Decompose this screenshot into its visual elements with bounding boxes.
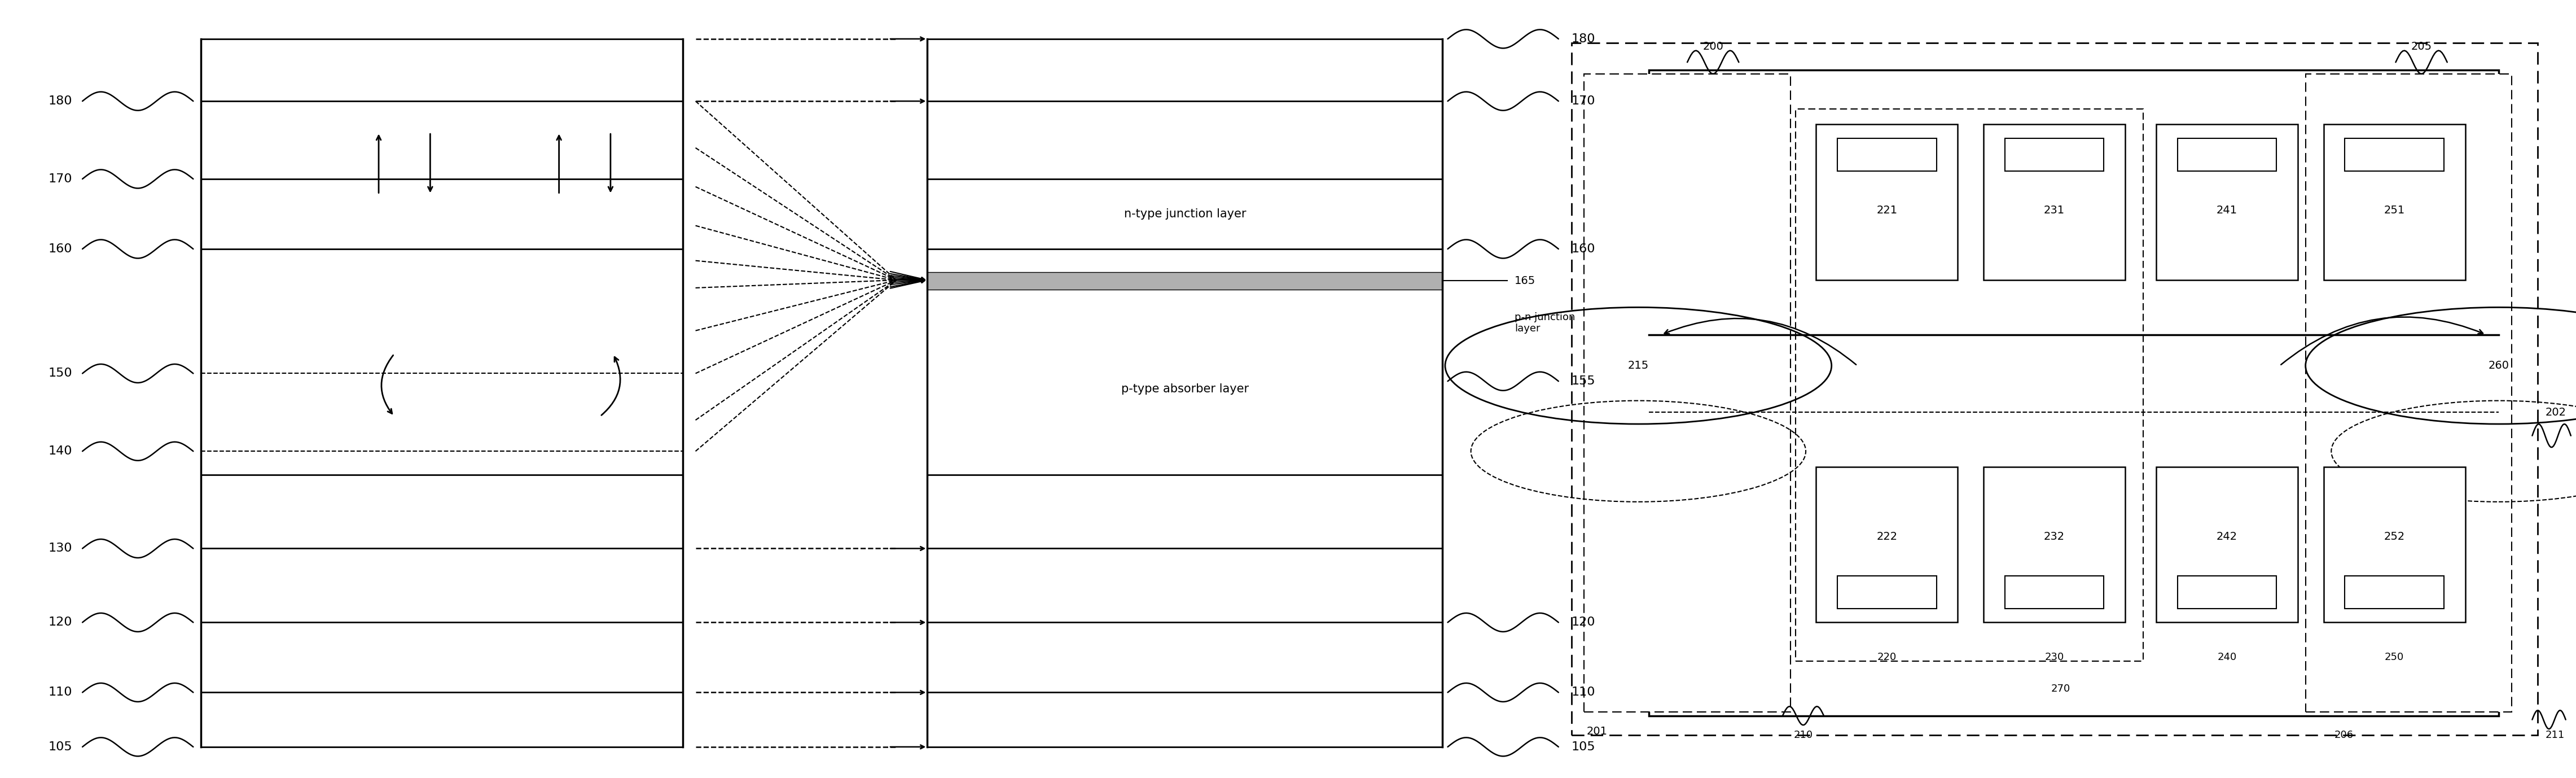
Text: 251: 251 [2383,205,2406,216]
Bar [2344,138,2445,171]
Bar [1837,576,1937,608]
Text: 155: 155 [1571,376,1595,387]
Text: 110: 110 [49,687,72,698]
Bar [2004,576,2105,608]
Bar [1837,138,1937,171]
Bar [1795,109,2143,661]
Bar [2344,576,2445,608]
Text: 230: 230 [2045,652,2063,663]
Text: 165: 165 [1515,275,1535,286]
Bar [1984,467,2125,622]
Bar [2324,467,2465,622]
Text: n-type junction layer: n-type junction layer [1123,209,1247,219]
Text: 252: 252 [2383,531,2406,542]
Text: 130: 130 [49,543,72,554]
Text: 105: 105 [49,741,72,752]
Bar [1584,74,1790,712]
Text: 231: 231 [2043,205,2066,216]
Text: 200: 200 [1703,41,1723,52]
Text: 160: 160 [1571,244,1595,254]
Bar [2324,124,2465,280]
Bar [2306,74,2512,712]
Bar [927,272,1443,289]
Text: 201: 201 [1587,726,1607,737]
Text: 221: 221 [1875,205,1899,216]
Bar [1984,124,2125,280]
Text: 211: 211 [2545,730,2566,741]
Bar [2177,576,2277,608]
Text: 120: 120 [49,617,72,628]
Text: 232: 232 [2043,531,2066,542]
Text: 120: 120 [1571,617,1595,628]
Text: 240: 240 [2218,652,2236,663]
Text: 202: 202 [2545,407,2566,418]
Text: 260: 260 [2488,360,2509,371]
Text: 241: 241 [2215,205,2239,216]
Text: 170: 170 [1571,96,1595,107]
Text: p-type absorber layer: p-type absorber layer [1121,384,1249,394]
Text: 222: 222 [1875,531,1899,542]
Text: 242: 242 [2215,531,2239,542]
Bar [1571,43,2537,735]
Text: 180: 180 [49,96,72,107]
Bar [1649,70,2499,716]
Text: 110: 110 [1571,687,1595,698]
Bar [2156,467,2298,622]
Text: 180: 180 [1571,33,1595,44]
Text: 170: 170 [49,173,72,184]
Text: 150: 150 [49,368,72,379]
Bar [1816,467,1958,622]
Text: 210: 210 [1793,730,1814,741]
Text: 160: 160 [49,244,72,254]
Bar [2156,124,2298,280]
Text: p-n junction
layer: p-n junction layer [1515,312,1577,334]
Text: 140: 140 [49,446,72,457]
Text: 250: 250 [2385,652,2403,663]
Text: 206: 206 [2334,730,2354,741]
Text: 105: 105 [1571,741,1595,752]
Text: 220: 220 [1878,652,1896,663]
Text: 215: 215 [1628,360,1649,371]
Bar [2177,138,2277,171]
Bar [2004,138,2105,171]
Bar [1816,124,1958,280]
Text: 205: 205 [2411,41,2432,52]
Text: 270: 270 [2050,683,2071,694]
